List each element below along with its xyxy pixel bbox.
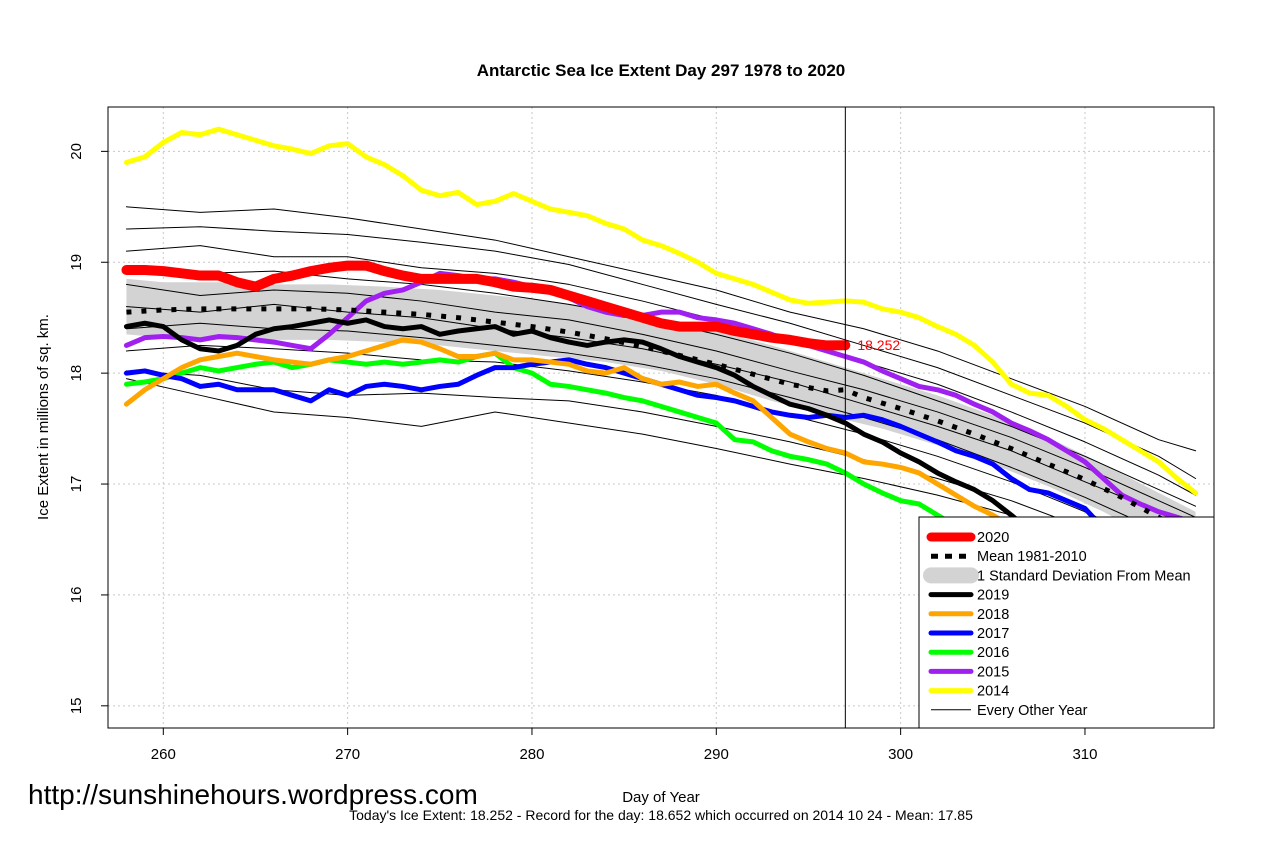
y-tick-label: 17 xyxy=(68,476,85,493)
x-tick-label: 290 xyxy=(704,746,729,763)
y-tick-label: 19 xyxy=(68,254,85,271)
legend-label: 2016 xyxy=(977,645,1009,661)
series-2014 xyxy=(123,126,1199,496)
caption: Today's Ice Extent: 18.252 - Record for … xyxy=(349,807,973,823)
x-tick-label: 310 xyxy=(1072,746,1097,763)
legend-label: 2019 xyxy=(977,588,1009,604)
y-tick-label: 16 xyxy=(68,587,85,604)
x-axis-label: Day of Year xyxy=(622,789,700,806)
series-background-year xyxy=(125,370,1197,579)
legend-label: Every Other Year xyxy=(977,703,1088,719)
legend: 2020 Mean 1981-2010 1 Standard Deviation F… xyxy=(918,516,1215,729)
y-axis-label: Ice Extent in millions of sq. km. xyxy=(35,314,52,520)
legend-label: 2015 xyxy=(977,664,1009,680)
y-tick-label: 15 xyxy=(68,697,85,714)
y-tick-label: 18 xyxy=(68,365,85,382)
series-2020 xyxy=(121,260,851,351)
series-background-year xyxy=(125,322,1197,552)
series-2015 xyxy=(123,270,1199,526)
x-tick-label: 260 xyxy=(151,746,176,763)
series-every-other-year xyxy=(125,206,1197,452)
plot-frame xyxy=(107,106,1215,729)
legend-label: 1 Standard Deviation From Mean xyxy=(977,568,1191,584)
legend-label: 2018 xyxy=(977,607,1009,623)
series-background-year xyxy=(125,283,1197,518)
series-layer xyxy=(121,126,1199,709)
y-tick-label: 20 xyxy=(68,143,85,160)
legend-label: 2017 xyxy=(977,626,1009,642)
chart-title: Antarctic Sea Ice Extent Day 297 1978 to… xyxy=(477,61,846,80)
legend-label: 2020 xyxy=(977,530,1009,546)
legend-label: Mean 1981-2010 xyxy=(977,549,1087,565)
x-tick-label: 270 xyxy=(335,746,360,763)
legend-label: 2014 xyxy=(977,684,1009,700)
watermark-url: http://sunshinehours.wordpress.com xyxy=(28,779,478,810)
series-mean-1981-2010 xyxy=(126,306,1197,542)
x-tick-label: 300 xyxy=(888,746,913,763)
end-label: 18.252 xyxy=(857,337,900,353)
series-background-year xyxy=(125,226,1197,479)
x-tick-label: 280 xyxy=(519,746,544,763)
axes: 260 270 280 290 300 310 15 16 17 18 19 20 xyxy=(68,106,1215,763)
